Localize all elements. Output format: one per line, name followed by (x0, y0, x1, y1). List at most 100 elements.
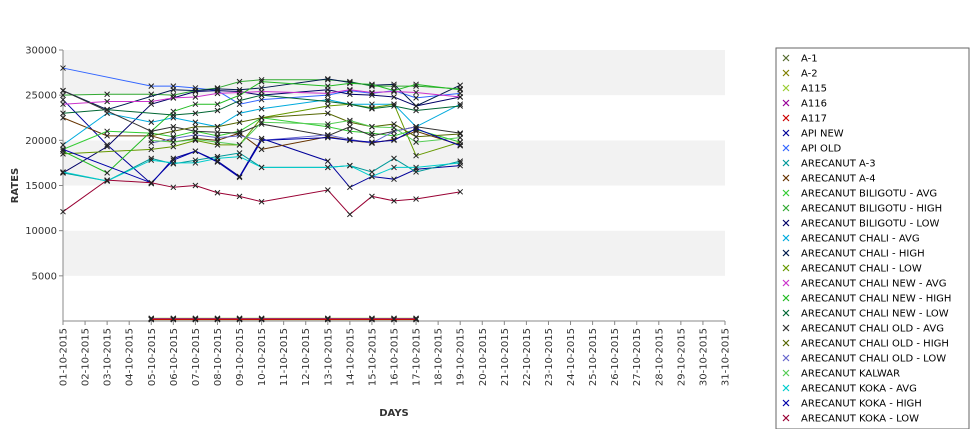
data-point (192, 182, 199, 189)
x-tick-label: 11-10-2015 (279, 328, 290, 386)
data-point (148, 157, 155, 164)
data-point (347, 184, 353, 191)
data-point (347, 162, 353, 169)
legend-item: ARECANUT CHALI NEW - HIGH (782, 294, 951, 305)
data-point (214, 107, 221, 114)
data-point (324, 76, 331, 83)
x-tick-label: 12-10-2015 (301, 328, 312, 386)
data-point (324, 110, 331, 117)
legend-marker (782, 279, 790, 287)
data-point (60, 96, 66, 103)
legend-marker (782, 204, 790, 212)
data-point (369, 82, 375, 89)
x-tick-label: 15-10-2015 (367, 328, 378, 386)
legend-item: ARECANUT CHALI OLD - AVG (782, 324, 944, 335)
grid-band (63, 185, 725, 231)
legend-marker (782, 99, 790, 107)
legend-item: ARECANUT CHALI NEW - LOW (782, 309, 949, 320)
grid-band (63, 230, 725, 276)
data-point (236, 132, 243, 139)
data-point (148, 98, 155, 105)
data-point (170, 112, 177, 118)
x-tick-label: 04-10-2015 (125, 328, 136, 386)
data-point (457, 142, 464, 149)
legend-label: ARECANUT A-4 (801, 174, 876, 185)
data-point (347, 117, 353, 124)
series-line (62, 152, 461, 182)
data-point (391, 94, 397, 100)
data-point (148, 128, 155, 135)
data-point (324, 134, 331, 141)
data-point (391, 164, 397, 171)
data-point (324, 83, 331, 89)
data-point (413, 196, 419, 202)
legend-label: ARECANUT BILIGOTU - LOW (801, 219, 939, 230)
data-point (347, 128, 353, 135)
data-point (324, 76, 331, 82)
series-group (148, 117, 464, 148)
x-tick-label: 31-10-2015 (721, 328, 732, 386)
legend-marker (782, 189, 790, 197)
x-tick-label: 18-10-2015 (434, 328, 445, 386)
x-tick-label: 08-10-2015 (213, 328, 224, 386)
data-point (104, 169, 110, 176)
x-tick-label: 06-10-2015 (169, 328, 180, 386)
data-point (413, 107, 419, 114)
y-tick-label: 25000 (25, 91, 57, 102)
data-point (391, 87, 397, 94)
legend-marker (782, 174, 790, 182)
legend-marker (782, 399, 790, 407)
data-point (60, 65, 66, 71)
data-point (347, 123, 353, 130)
data-point (413, 123, 419, 130)
x-tick-label: 25-10-2015 (588, 328, 599, 386)
data-point (214, 90, 221, 97)
data-point (258, 78, 265, 85)
data-point (192, 94, 199, 100)
data-point (192, 316, 199, 323)
legend-marker (782, 129, 790, 137)
y-tick-label: 15000 (25, 181, 57, 192)
data-point (236, 92, 243, 99)
data-point (413, 164, 419, 171)
data-point (148, 137, 155, 144)
data-point (192, 132, 199, 138)
data-point (369, 105, 375, 112)
data-point (369, 140, 375, 146)
data-point (258, 146, 265, 153)
legend-item: A115 (782, 84, 827, 95)
legend-item: ARECANUT CHALI OLD - HIGH (782, 339, 949, 350)
legend-marker (782, 339, 790, 347)
x-tick-label: 30-10-2015 (698, 328, 709, 386)
x-tick-label: 05-10-2015 (147, 328, 158, 386)
legend-item: ARECANUT CHALI - AVG (782, 234, 920, 245)
data-point (236, 174, 243, 181)
legend-label: A115 (801, 84, 827, 95)
y-tick-label: 5000 (32, 271, 57, 282)
legend-item: A-1 (782, 54, 818, 65)
data-point (324, 158, 331, 164)
data-point (391, 124, 397, 131)
data-point (369, 193, 375, 200)
legend-label: ARECANUT CHALI OLD - LOW (801, 354, 946, 365)
data-point (258, 105, 265, 112)
x-tick-label: 22-10-2015 (522, 328, 533, 386)
data-point (391, 198, 397, 204)
data-point (457, 188, 464, 195)
series-group (60, 177, 464, 218)
legend-label: ARECANUT KOKA - HIGH (801, 399, 922, 410)
data-point (258, 92, 265, 99)
data-point (258, 114, 265, 121)
series-line (151, 112, 461, 138)
series-line (62, 179, 461, 216)
data-point (369, 139, 375, 145)
x-tick-label: 24-10-2015 (566, 328, 577, 386)
y-tick-label: 20000 (25, 136, 57, 147)
legend-label: ARECANUT A-3 (801, 159, 876, 170)
data-point (369, 81, 375, 88)
data-point (170, 316, 177, 323)
x-tick-label: 26-10-2015 (610, 328, 621, 386)
data-point (258, 316, 265, 323)
data-point (148, 132, 155, 139)
data-point (347, 91, 353, 98)
